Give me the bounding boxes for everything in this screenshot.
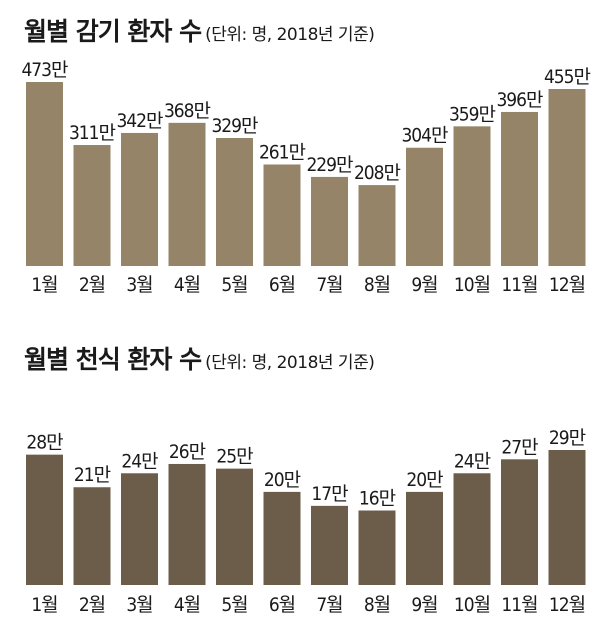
asthma-category-label-5: 5월 <box>221 594 247 616</box>
cold-bar-3 <box>121 132 158 266</box>
cold-value-label-5: 329만 <box>211 115 258 137</box>
cold-bar-11 <box>501 111 538 266</box>
asthma-value-label-12: 29만 <box>549 427 586 449</box>
cold-category-label-10: 10월 <box>454 274 490 296</box>
cold-category-label-3: 3월 <box>126 274 152 296</box>
asthma-bar-12 <box>548 450 586 585</box>
cold-category-label-6: 6월 <box>269 274 295 296</box>
asthma-bar-2 <box>73 487 111 585</box>
cold-value-label-2: 311만 <box>69 122 116 144</box>
asthma-value-label-4: 26만 <box>169 441 206 463</box>
asthma-value-label-11: 27만 <box>501 436 538 458</box>
cold-value-label-3: 342만 <box>116 110 163 132</box>
cold-bar-6 <box>263 164 301 266</box>
asthma-category-label-11: 11월 <box>501 594 537 616</box>
asthma-category-label-12: 12월 <box>549 594 585 616</box>
cold-category-label-1: 1월 <box>31 274 57 296</box>
asthma-chart-subtitle: (단위: 명, 2018년 기준) <box>205 353 375 373</box>
cold-chart-title: 월별 감기 환자 수 (단위: 명, 2018년 기준) <box>24 12 375 48</box>
asthma-value-label-8: 16만 <box>359 488 396 510</box>
cold-bar-8 <box>358 185 396 266</box>
asthma-value-label-3: 24만 <box>121 450 158 472</box>
asthma-bar-5 <box>216 468 253 585</box>
cold-bar-12 <box>548 89 586 267</box>
cold-value-label-6: 261만 <box>259 141 306 163</box>
asthma-bar-11 <box>501 459 538 585</box>
cold-bar-4 <box>168 122 206 266</box>
asthma-bar-1 <box>26 454 63 585</box>
cold-category-label-9: 9월 <box>411 274 437 296</box>
cold-value-label-8: 208만 <box>354 162 401 184</box>
asthma-chart-title: 월별 천식 환자 수 (단위: 명, 2018년 기준) <box>24 340 375 376</box>
asthma-category-label-4: 4월 <box>174 594 200 616</box>
asthma-chart-title-text: 월별 천식 환자 수 <box>24 345 202 374</box>
cold-value-label-10: 359만 <box>449 103 496 125</box>
cold-bar-2 <box>73 145 111 266</box>
asthma-value-label-10: 24만 <box>454 450 491 472</box>
cold-bar-5 <box>216 138 253 266</box>
cold-value-label-4: 368만 <box>164 100 211 122</box>
cold-category-label-2: 2월 <box>79 274 105 296</box>
asthma-value-label-5: 25만 <box>216 446 253 468</box>
cold-chart-panel: 월별 감기 환자 수 (단위: 명, 2018년 기준) 473만 1월 311만 2월… <box>0 0 611 305</box>
cold-value-label-12: 455만 <box>544 66 591 88</box>
cold-category-label-12: 12월 <box>549 274 585 296</box>
cold-bar-7 <box>311 176 348 266</box>
asthma-category-label-3: 3월 <box>126 594 152 616</box>
cold-value-label-7: 229만 <box>306 154 353 176</box>
asthma-value-label-1: 28만 <box>26 432 63 454</box>
asthma-bar-8 <box>358 510 396 585</box>
cold-category-label-4: 4월 <box>174 274 200 296</box>
cold-value-label-9: 304만 <box>401 125 448 147</box>
asthma-category-label-2: 2월 <box>79 594 105 616</box>
asthma-bar-3 <box>121 473 158 585</box>
cold-bar-chart: 473만 1월 311만 2월 342만 3월 368만 4월 329만 5월 261만 6월 229만… <box>21 59 591 296</box>
cold-category-label-7: 7월 <box>316 274 342 296</box>
cold-category-label-5: 5월 <box>221 274 247 296</box>
asthma-value-label-6: 20만 <box>264 469 301 491</box>
asthma-bar-9 <box>406 491 443 585</box>
cold-value-label-1: 473만 <box>21 59 68 81</box>
asthma-value-label-7: 17만 <box>311 483 348 505</box>
asthma-bar-6 <box>263 491 301 585</box>
cold-category-label-11: 11월 <box>501 274 537 296</box>
cold-bar-9 <box>406 147 443 266</box>
cold-category-label-8: 8월 <box>364 274 390 296</box>
asthma-value-label-9: 20만 <box>406 469 443 491</box>
cold-value-label-11: 396만 <box>496 89 543 111</box>
cold-bar-10 <box>453 126 491 266</box>
asthma-bar-10 <box>453 473 491 585</box>
asthma-category-label-9: 9월 <box>411 594 437 616</box>
asthma-bar-7 <box>311 505 348 585</box>
asthma-category-label-10: 10월 <box>454 594 490 616</box>
cold-chart-title-text: 월별 감기 환자 수 <box>24 17 202 46</box>
asthma-category-label-7: 7월 <box>316 594 342 616</box>
asthma-value-label-2: 21만 <box>74 464 111 486</box>
asthma-bar-4 <box>168 463 206 585</box>
asthma-category-label-1: 1월 <box>31 594 57 616</box>
asthma-category-label-8: 8월 <box>364 594 390 616</box>
cold-chart-subtitle: (단위: 명, 2018년 기준) <box>205 25 375 45</box>
asthma-category-label-6: 6월 <box>269 594 295 616</box>
cold-bar-1 <box>26 82 63 266</box>
